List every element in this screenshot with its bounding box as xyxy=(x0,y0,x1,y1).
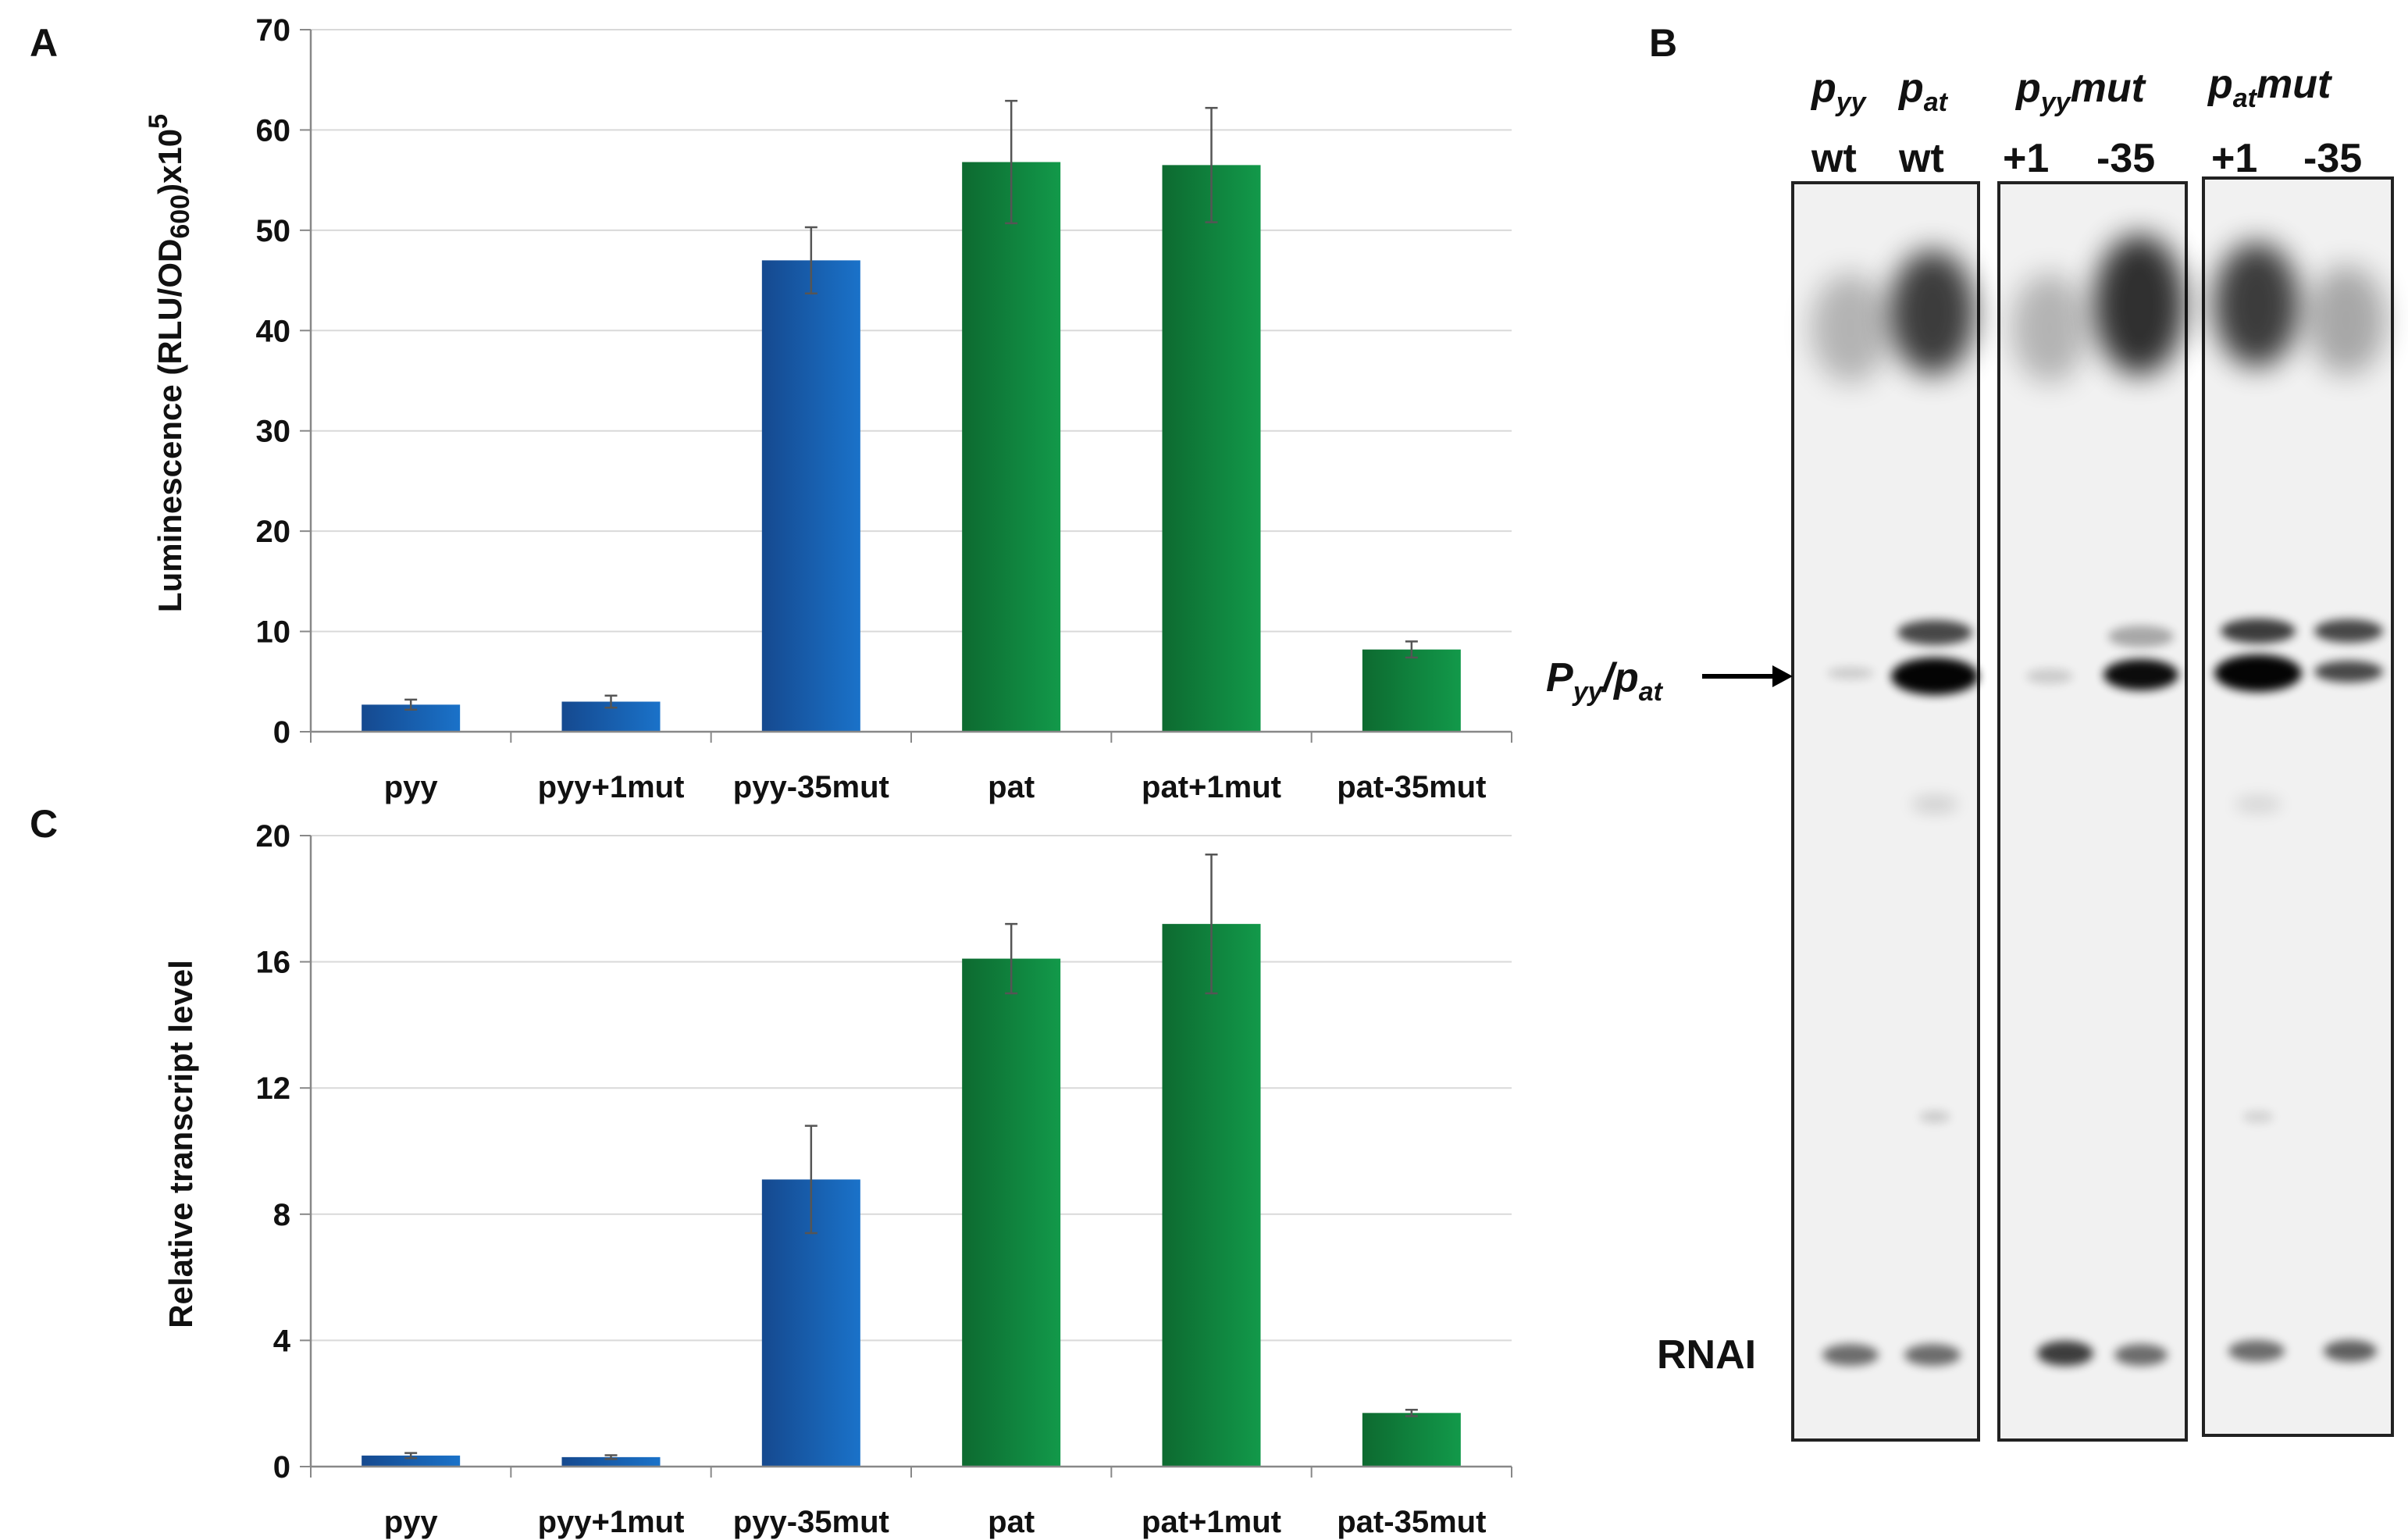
band-rnai-lane1 xyxy=(1822,1344,1879,1366)
bars-c xyxy=(362,853,1461,1467)
x-categories-a: pyy pyy+1mut pyy-35mut pat pat+1mut pat-35mut xyxy=(384,770,1487,804)
band-main-lane3 xyxy=(2026,668,2073,684)
band-main-lane5 xyxy=(2214,654,2302,692)
bar-pat xyxy=(962,162,1061,733)
rnai-label: RNAI xyxy=(1657,1332,1756,1378)
y-tick-label: 0 xyxy=(273,715,290,750)
band-main-lane6 xyxy=(2314,661,2383,683)
bars-a xyxy=(362,99,1461,733)
band-faint2-lane5 xyxy=(2242,1110,2274,1123)
band-smear-lane4 xyxy=(2094,234,2185,375)
bar-pyy-35mut xyxy=(761,260,860,732)
y-tick-label: 50 xyxy=(256,214,291,248)
band-rnai-lane2 xyxy=(1904,1344,1961,1366)
y-tick-label: 10 xyxy=(256,615,291,650)
x-categories-c: pyy pyy+1mut pyy-35mut pat pat+1mut pat-35mut xyxy=(384,1505,1487,1539)
bar-pat xyxy=(962,958,1061,1467)
panel-letter-b: B xyxy=(1649,21,1677,65)
y-tick-label: 20 xyxy=(256,515,291,549)
gridlines-c xyxy=(311,835,1512,1342)
band-smear-lane6 xyxy=(2307,266,2385,375)
band-rnai-lane4 xyxy=(2114,1344,2168,1366)
y-tick-label: 20 xyxy=(256,819,291,854)
x-category-label: pat+1mut xyxy=(1142,770,1281,804)
lane-label-pyymut-minus35: -35 xyxy=(2096,136,2155,181)
bar-pyy+1mut xyxy=(561,1456,661,1467)
x-category-label: pat+1mut xyxy=(1142,1505,1281,1539)
chart-a: A Luminescence (RLU/OD600)x105 0 10 20 30 40… xyxy=(30,13,1512,804)
band-smear-lane5 xyxy=(2214,242,2299,367)
y-axis-label-c: Relative transcript level xyxy=(162,960,199,1328)
axes-c xyxy=(309,836,1512,1478)
x-category-label: pat xyxy=(988,1505,1035,1539)
x-category-label: pyy-35mut xyxy=(733,770,889,804)
panel-letter-a: A xyxy=(30,21,58,65)
band-main-lane2 xyxy=(1891,658,1979,695)
lane-label-patmut-top: patmut xyxy=(2207,62,2333,113)
band-smear-lane1 xyxy=(1811,273,1890,383)
band-upper-lane2 xyxy=(1897,620,1972,645)
y-tick-label: 8 xyxy=(273,1198,290,1232)
band-smear-lane3 xyxy=(2012,273,2087,383)
bar-pat+1mut xyxy=(1162,165,1261,733)
lane-label-pyy-wt-bottom: wt xyxy=(1811,136,1857,181)
band-faint-lane5 xyxy=(2235,797,2282,812)
gel-panel: B pyy pat wt wt pyymut +1 -35 patmut +1 … xyxy=(1546,21,2394,1442)
band-upper-lane4 xyxy=(2108,626,2174,647)
band-arrow-head xyxy=(1772,665,1793,687)
band-rnai-lane3 xyxy=(2037,1341,2093,1366)
lane-label-pyymut-top: pyymut xyxy=(2014,66,2147,117)
y-ticks-c: 0 4 8 12 16 20 xyxy=(256,819,311,1485)
lane-label-pat-wt-top: pat xyxy=(1897,66,1949,117)
x-category-label: pyy-35mut xyxy=(733,1505,889,1539)
x-category-label: pat-35mut xyxy=(1337,770,1486,804)
band-smear-lane2 xyxy=(1890,250,1975,375)
y-tick-label: 60 xyxy=(256,113,291,148)
band-faint2-lane2 xyxy=(1919,1110,1950,1123)
y-tick-label: 0 xyxy=(273,1450,290,1485)
y-tick-label: 70 xyxy=(256,13,291,48)
band-rnai-lane5 xyxy=(2228,1340,2285,1362)
chart-c: C Relative transcript level 0 4 8 12 16 20 py… xyxy=(30,802,1512,1539)
x-category-label: pat xyxy=(988,770,1035,804)
lane-label-pyy-wt-top: pyy xyxy=(1810,66,1868,117)
axes-a xyxy=(309,30,1512,743)
bar-pyy xyxy=(362,1455,461,1467)
gridlines-a xyxy=(311,29,1512,633)
bar-pat-35mut xyxy=(1362,649,1461,732)
x-category-label: pyy xyxy=(384,770,439,804)
band-upper-lane6 xyxy=(2314,619,2383,643)
x-category-label: pat-35mut xyxy=(1337,1505,1486,1539)
band-main-lane1 xyxy=(1827,667,1874,679)
x-category-label: pyy+1mut xyxy=(538,1505,685,1539)
y-tick-label: 4 xyxy=(273,1324,291,1358)
y-ticks-a: 0 10 20 30 40 50 60 70 xyxy=(256,13,311,750)
x-category-label: pyy+1mut xyxy=(538,770,685,804)
y-tick-label: 12 xyxy=(256,1071,291,1106)
lane-label-patmut-plus1: +1 xyxy=(2211,136,2257,181)
bar-pat+1mut xyxy=(1162,924,1261,1467)
band-rnai-lane6 xyxy=(2324,1340,2377,1362)
y-tick-label: 16 xyxy=(256,946,291,980)
lane-label-patmut-minus35: -35 xyxy=(2303,136,2362,181)
band-faint-lane2 xyxy=(1911,797,1958,812)
x-category-label: pyy xyxy=(384,1505,439,1539)
gel-box-1 xyxy=(1791,181,1980,1442)
gel-box-2 xyxy=(1997,181,2188,1442)
y-tick-label: 40 xyxy=(256,314,291,348)
band-arrow-label: Pyy/pat xyxy=(1546,655,1664,707)
panel-letter-c: C xyxy=(30,802,58,846)
gel-bands xyxy=(1811,234,2385,1366)
lane-label-pat-wt-bottom: wt xyxy=(1898,136,1944,181)
bar-pat-35mut xyxy=(1362,1413,1461,1467)
band-upper-lane5 xyxy=(2221,618,2296,643)
lane-label-pyymut-plus1: +1 xyxy=(2003,136,2049,181)
y-axis-label-a: Luminescence (RLU/OD600)x105 xyxy=(144,114,195,612)
y-tick-label: 30 xyxy=(256,415,291,449)
band-main-lane4 xyxy=(2103,659,2178,690)
gel-box-3 xyxy=(2202,176,2394,1437)
